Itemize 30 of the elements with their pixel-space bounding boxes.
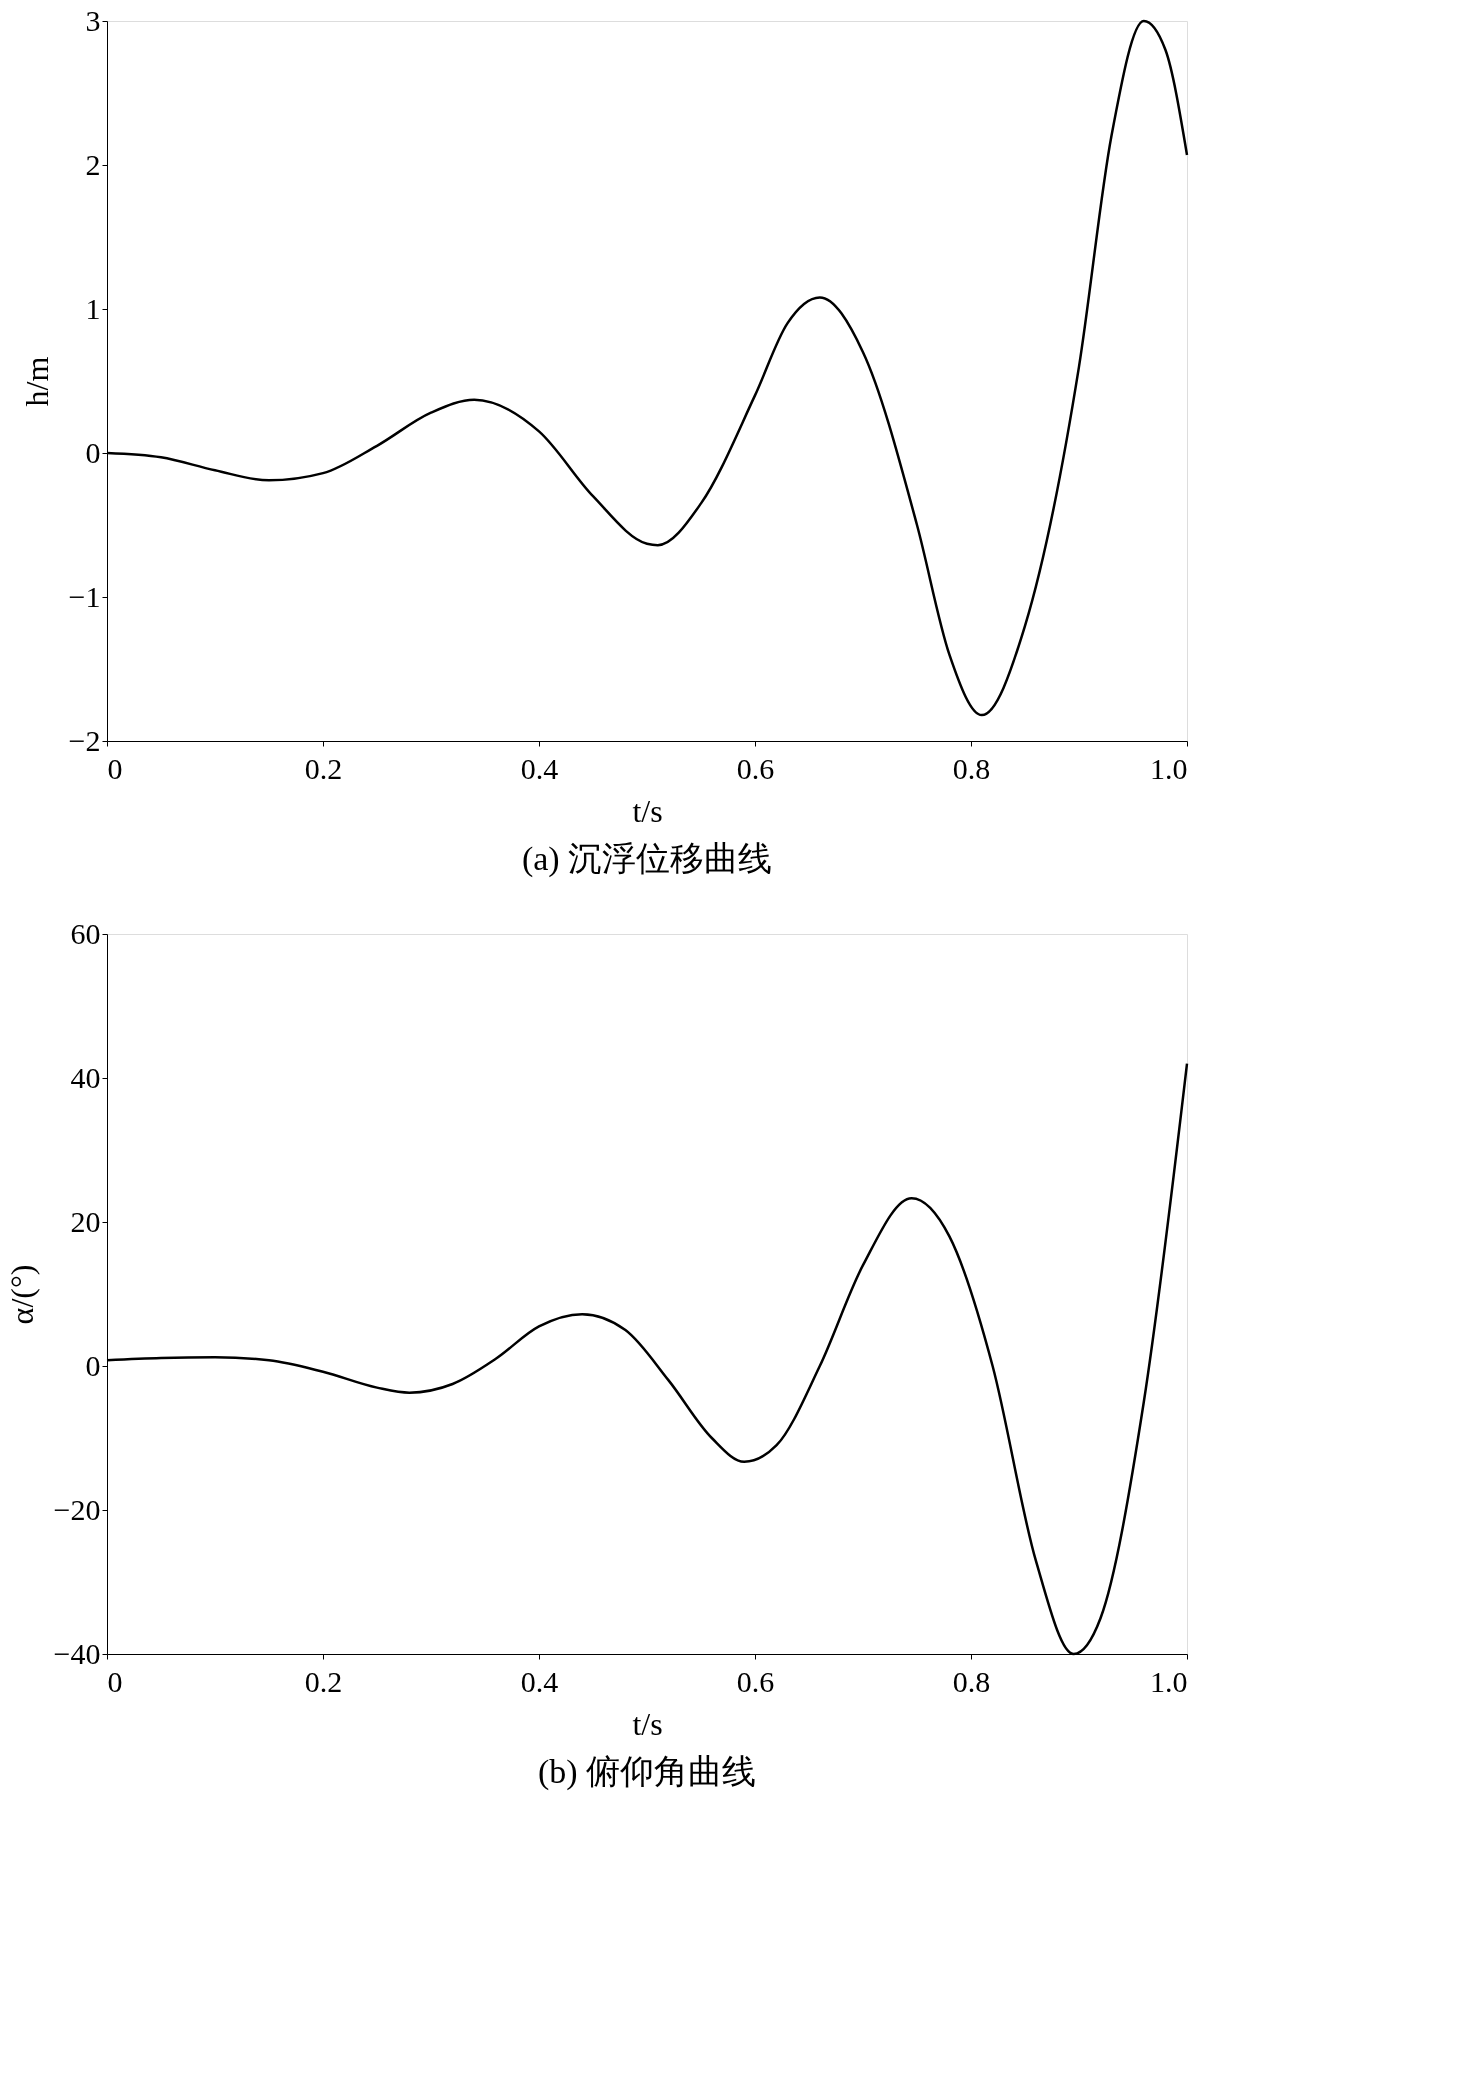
text: (b) 俯仰角曲线 xyxy=(537,1753,757,1791)
y-tick-label: 0 xyxy=(85,1348,101,1382)
y-tick-label: −1 xyxy=(68,579,101,613)
y-tick-label: −2 xyxy=(68,723,101,757)
x-tick-label: 1.0 xyxy=(1150,751,1188,785)
x-axis-title: t/s xyxy=(632,1705,663,1742)
x-tick-label: 0 xyxy=(107,1664,123,1698)
y-tick-label: 40 xyxy=(70,1060,101,1094)
text: (a) 沉浮位移曲线 xyxy=(521,840,773,878)
y-tick-label: 0 xyxy=(85,435,101,469)
x-tick-label: 0.4 xyxy=(520,1664,559,1698)
x-tick-label: 0.2 xyxy=(304,1664,343,1698)
y-tick-label: −20 xyxy=(53,1492,101,1526)
y-tick-label: 2 xyxy=(85,147,101,181)
x-tick-label: 0.6 xyxy=(736,751,775,785)
x-tick-label: 0.8 xyxy=(952,751,991,785)
y-axis-title: h/m xyxy=(18,356,55,407)
y-tick-label: 1 xyxy=(85,291,101,325)
x-tick-label: 0.8 xyxy=(952,1664,991,1698)
y-axis-title: α/(°) xyxy=(3,1264,40,1325)
y-tick-label: 20 xyxy=(70,1204,101,1238)
x-tick-label: 0.4 xyxy=(520,751,559,785)
x-axis-title: t/s xyxy=(632,792,663,829)
y-tick-label: 60 xyxy=(70,916,101,950)
x-tick-label: 1.0 xyxy=(1150,1664,1188,1698)
x-tick-label: 0 xyxy=(107,751,123,785)
x-tick-label: 0.6 xyxy=(736,1664,775,1698)
y-tick-label: 3 xyxy=(85,3,101,37)
y-tick-label: −40 xyxy=(53,1636,101,1670)
x-tick-label: 0.2 xyxy=(304,751,343,785)
